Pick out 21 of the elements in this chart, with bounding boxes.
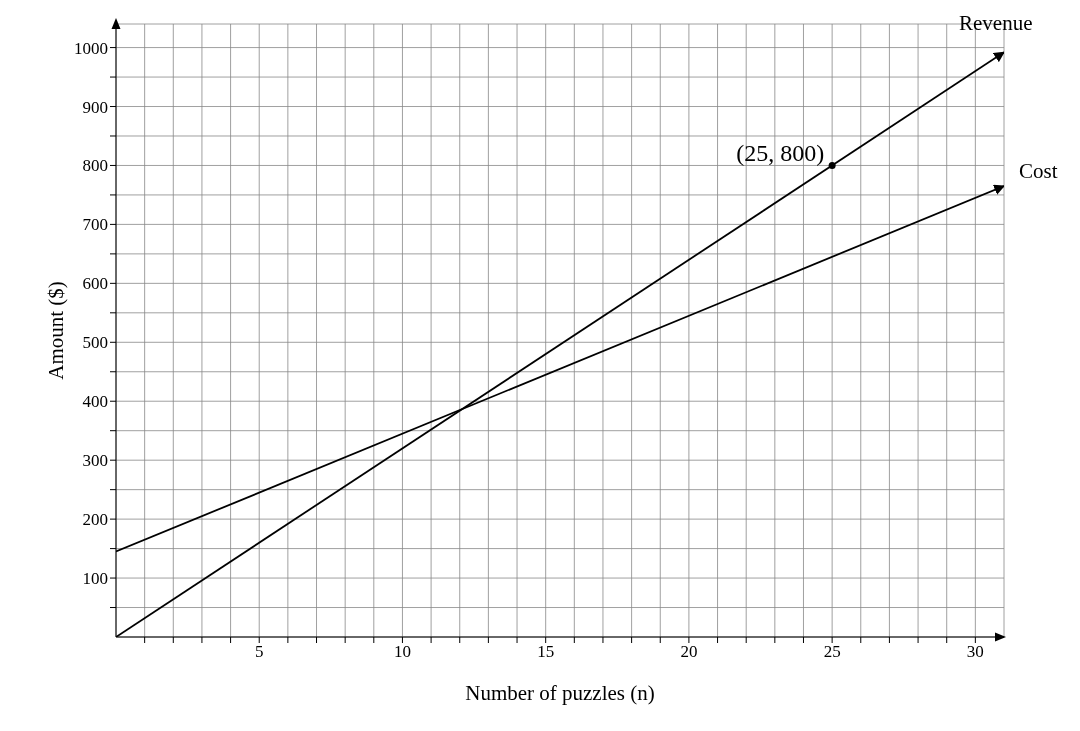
y-tick-label: 500 xyxy=(82,333,108,353)
x-tick-label: 5 xyxy=(254,642,264,662)
x-tick-label: 30 xyxy=(966,642,984,662)
y-tick-label: 1000 xyxy=(74,38,108,58)
x-tick-label: 25 xyxy=(823,642,841,662)
y-tick-label: 300 xyxy=(82,451,108,471)
y-tick-label: 400 xyxy=(82,392,108,412)
x-axis-title: Number of puzzles (n) xyxy=(465,680,655,705)
series-label: Revenue xyxy=(959,11,1033,36)
x-tick-label: 20 xyxy=(680,642,698,662)
series-label: Cost xyxy=(1019,159,1058,184)
y-tick-label: 700 xyxy=(82,215,108,235)
y-tick-label: 200 xyxy=(82,510,108,530)
y-tick-label: 900 xyxy=(82,97,108,117)
y-tick-label: 600 xyxy=(82,274,108,294)
y-axis-title: Amount ($) xyxy=(44,281,69,380)
y-tick-label: 100 xyxy=(82,569,108,589)
x-tick-label: 15 xyxy=(537,642,555,662)
y-tick-label: 800 xyxy=(82,156,108,176)
annotation: (25, 800) xyxy=(736,140,825,167)
x-tick-label: 10 xyxy=(393,642,411,662)
